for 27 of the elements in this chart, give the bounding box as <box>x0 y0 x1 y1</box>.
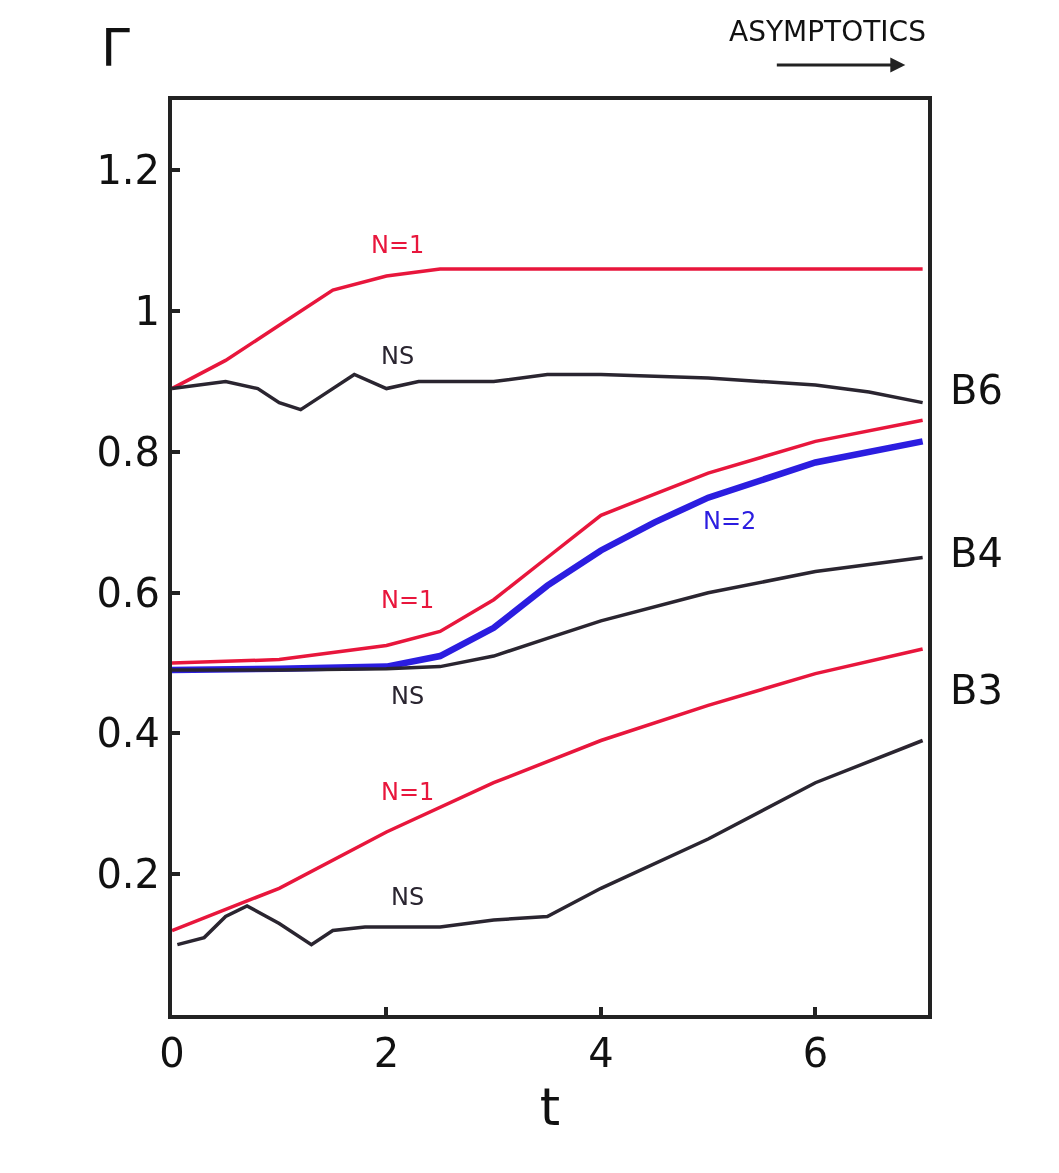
series-label: NS <box>391 682 425 710</box>
series-label: NS <box>381 342 415 370</box>
x-tick-label: 4 <box>588 1030 614 1076</box>
line-series <box>172 555 925 672</box>
series-label: N=2 <box>703 507 757 535</box>
series-label: N=1 <box>381 778 435 806</box>
text: B4 <box>950 530 1003 576</box>
series-label: NS <box>391 883 425 911</box>
line-series <box>172 372 925 412</box>
x-tick-label: 0 <box>159 1030 185 1076</box>
y-tick-label: 1.2 <box>96 147 160 194</box>
y-tick-label: 1 <box>134 288 160 335</box>
line-series <box>172 647 925 933</box>
series-label: N=1 <box>381 586 435 614</box>
y-tick-label: 0.4 <box>96 710 160 757</box>
x-tick-label: 6 <box>802 1030 829 1076</box>
y-axis-title: Γ <box>101 18 130 78</box>
y-tick-label: 0.8 <box>96 428 160 475</box>
text: B3 <box>950 667 1003 713</box>
x-axis-title: t <box>539 1077 561 1138</box>
line-series <box>175 738 925 947</box>
x-tick-label: 2 <box>373 1030 400 1076</box>
y-tick-label: 0.6 <box>96 569 160 616</box>
series-label: N=1 <box>371 231 425 259</box>
y-tick-label: 0.2 <box>96 851 160 898</box>
text: ASYMPTOTICS <box>729 15 926 48</box>
text: B6 <box>950 367 1003 413</box>
